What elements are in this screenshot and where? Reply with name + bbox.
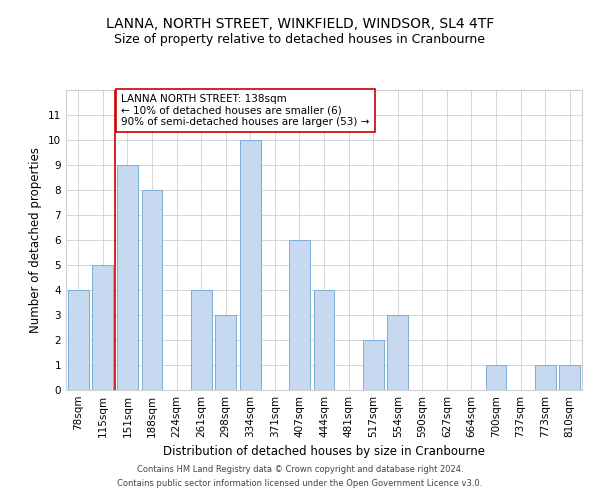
Y-axis label: Number of detached properties: Number of detached properties <box>29 147 43 333</box>
Bar <box>387 315 408 390</box>
Bar <box>117 165 138 390</box>
Bar <box>215 315 236 390</box>
Text: Contains HM Land Registry data © Crown copyright and database right 2024.
Contai: Contains HM Land Registry data © Crown c… <box>118 466 482 487</box>
Text: LANNA NORTH STREET: 138sqm
← 10% of detached houses are smaller (6)
90% of semi-: LANNA NORTH STREET: 138sqm ← 10% of deta… <box>121 94 370 127</box>
Bar <box>68 290 89 390</box>
X-axis label: Distribution of detached houses by size in Cranbourne: Distribution of detached houses by size … <box>163 446 485 458</box>
Bar <box>289 240 310 390</box>
Bar <box>362 340 383 390</box>
Bar <box>191 290 212 390</box>
Bar <box>559 365 580 390</box>
Text: Size of property relative to detached houses in Cranbourne: Size of property relative to detached ho… <box>115 32 485 46</box>
Bar <box>240 140 261 390</box>
Text: LANNA, NORTH STREET, WINKFIELD, WINDSOR, SL4 4TF: LANNA, NORTH STREET, WINKFIELD, WINDSOR,… <box>106 18 494 32</box>
Bar <box>92 265 113 390</box>
Bar <box>535 365 556 390</box>
Bar <box>485 365 506 390</box>
Bar <box>142 190 163 390</box>
Bar <box>314 290 334 390</box>
